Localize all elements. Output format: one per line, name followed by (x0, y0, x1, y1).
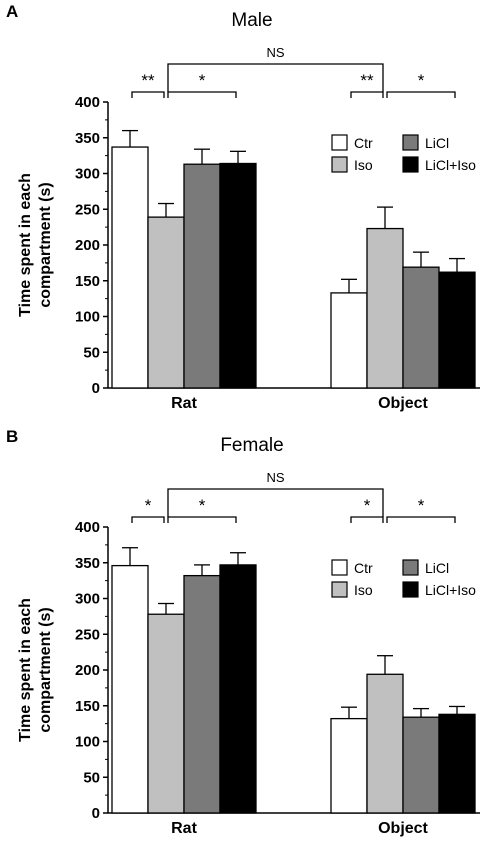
bar-iso-object (366, 673, 404, 814)
legend-label: LiCl+Iso (425, 582, 476, 598)
significance-label: * (418, 496, 425, 515)
significance-bracket (131, 516, 165, 523)
bar-iso-rat (147, 216, 185, 389)
ns-bracket (167, 63, 384, 92)
y-tick-label: 100 (75, 309, 100, 326)
significance-bracket (167, 91, 237, 98)
significance-label: * (199, 496, 206, 515)
significance-bracket (386, 91, 456, 98)
y-axis-label-line: Time spent in each (17, 598, 34, 742)
legend-swatch (402, 559, 419, 576)
legend-swatch (402, 134, 419, 151)
significance-label: ** (360, 71, 374, 90)
legend-label: Ctr (354, 560, 373, 576)
legend-swatch (331, 156, 348, 173)
legend-swatch (331, 134, 348, 151)
y-axis-label-line: Time spent in each (17, 173, 34, 317)
legend-swatch (402, 581, 419, 598)
y-tick-label: 50 (83, 344, 100, 361)
bar-licl-rat (183, 574, 221, 814)
chart-title: Female (220, 435, 283, 456)
significance-bracket (167, 516, 237, 523)
chart-female: B Female Time spent in each compartment (s)… (6, 427, 480, 837)
bar-licl-rat (183, 163, 221, 389)
legend-label: LiCl (425, 560, 449, 576)
y-tick-label: 350 (75, 130, 100, 147)
ns-label: NS (266, 45, 284, 60)
ns-label: NS (266, 470, 284, 485)
bar-iso-rat (147, 613, 185, 814)
bar-ctr-object (330, 292, 368, 389)
legend-label: Ctr (354, 135, 373, 151)
panel-letter: B (6, 427, 18, 446)
legend-swatch (331, 581, 348, 598)
y-tick-label: 150 (75, 273, 100, 290)
bar-ctr-rat (111, 564, 149, 814)
legend-swatch (402, 156, 419, 173)
bar-ctr-rat (111, 146, 149, 389)
bar-licl-object (402, 716, 440, 814)
y-tick-label: 400 (75, 94, 100, 111)
significance-bracket (350, 91, 384, 98)
bar-licl-iso-rat (219, 564, 257, 814)
y-tick-label: 250 (75, 201, 100, 218)
significance-bracket (386, 516, 456, 523)
chart-title: Male (231, 10, 272, 31)
bar-licl-object (402, 266, 440, 389)
chart-male: A Male Time spent in each compartment (s) 0 5… (6, 2, 480, 412)
y-tick-label: 300 (75, 591, 100, 608)
significance-label: * (199, 71, 206, 90)
legend-label: Iso (354, 582, 373, 598)
y-tick-label: 400 (75, 519, 100, 536)
y-tick-label: 250 (75, 626, 100, 643)
y-tick-label: 0 (92, 805, 100, 822)
bar-ctr-object (330, 717, 368, 814)
legend-label: Iso (354, 157, 373, 173)
x-category-label: Object (378, 395, 428, 412)
x-category-label: Rat (171, 820, 197, 837)
significance-label: * (418, 71, 425, 90)
legend-label: LiCl+Iso (425, 157, 476, 173)
bar-licl-iso-object (438, 713, 476, 814)
ns-bracket (167, 488, 384, 517)
y-axis-label: Time spent in each compartment (s) (17, 173, 54, 317)
y-tick-label: 150 (75, 698, 100, 715)
y-axis-label: Time spent in each compartment (s) (17, 598, 54, 742)
bar-iso-object (366, 227, 404, 389)
significance-label: * (364, 496, 371, 515)
significance-label: * (145, 496, 152, 515)
y-tick-label: 200 (75, 662, 100, 679)
y-tick-label: 200 (75, 237, 100, 254)
x-category-label: Rat (171, 395, 197, 412)
y-tick-label: 50 (83, 769, 100, 786)
legend-label: LiCl (425, 135, 449, 151)
panel-a: A Male Time spent in each compartment (s) 0 5… (6, 2, 480, 412)
y-tick-label: 300 (75, 166, 100, 183)
legend-swatch (331, 559, 348, 576)
panel-b: B Female Time spent in each compartment (s)… (0, 425, 504, 850)
panel-letter: A (6, 2, 18, 21)
significance-label: ** (141, 71, 155, 90)
significance-bracket (350, 516, 384, 523)
x-category-label: Object (378, 820, 428, 837)
significance-bracket (131, 91, 165, 98)
y-tick-label: 100 (75, 734, 100, 751)
y-tick-label: 0 (92, 380, 100, 397)
y-axis-label-line: compartment (s) (37, 182, 54, 307)
y-axis-label-line: compartment (s) (37, 607, 54, 732)
y-tick-label: 350 (75, 555, 100, 572)
bar-licl-iso-object (438, 271, 476, 389)
bar-licl-iso-rat (219, 162, 257, 389)
